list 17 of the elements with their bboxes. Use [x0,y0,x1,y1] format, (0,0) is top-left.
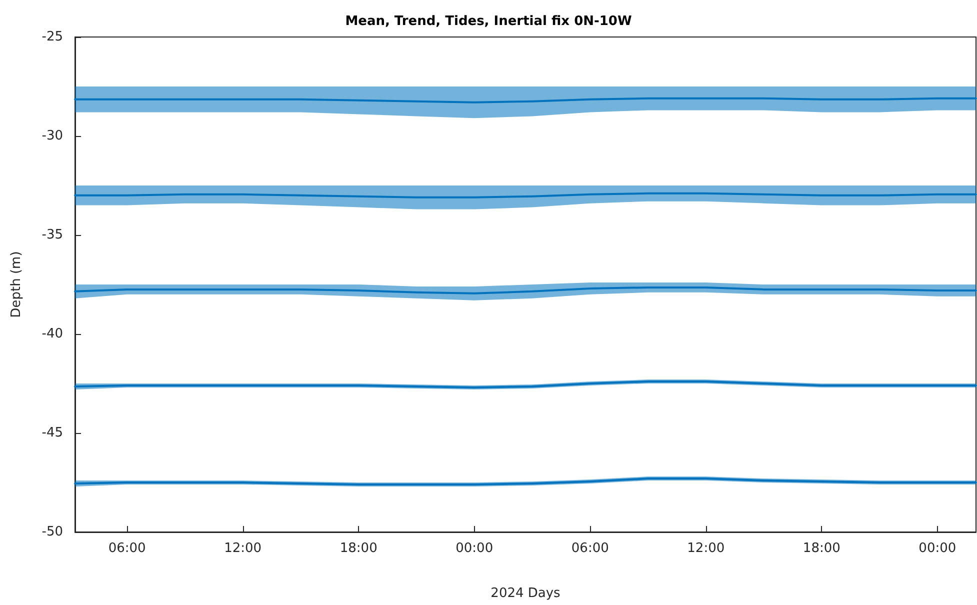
x-tick-label: 00:00 [918,541,956,556]
x-tick-label: 06:00 [108,541,146,556]
x-tick-label: 18:00 [802,541,840,556]
x-tick-label: 18:00 [340,541,378,556]
y-tick-label: -25 [42,30,63,44]
y-tick-label: -30 [42,128,63,144]
x-tick-label: 12:00 [224,541,262,556]
x-tick-label: 06:00 [571,541,609,556]
y-tick-label: -35 [42,228,63,242]
y-tick-label: -40 [42,326,63,342]
x-axis-title: 2024 Days [490,586,561,601]
y-tick-label: -50 [42,524,63,540]
y-tick-label: -45 [42,426,63,440]
y-axis-title: Depth (m) [9,251,24,318]
x-tick-label: 12:00 [687,541,725,556]
x-tick-label: 00:00 [456,541,494,556]
chart-title: Mean, Trend, Tides, Inertial fix 0N-10W [345,14,632,29]
